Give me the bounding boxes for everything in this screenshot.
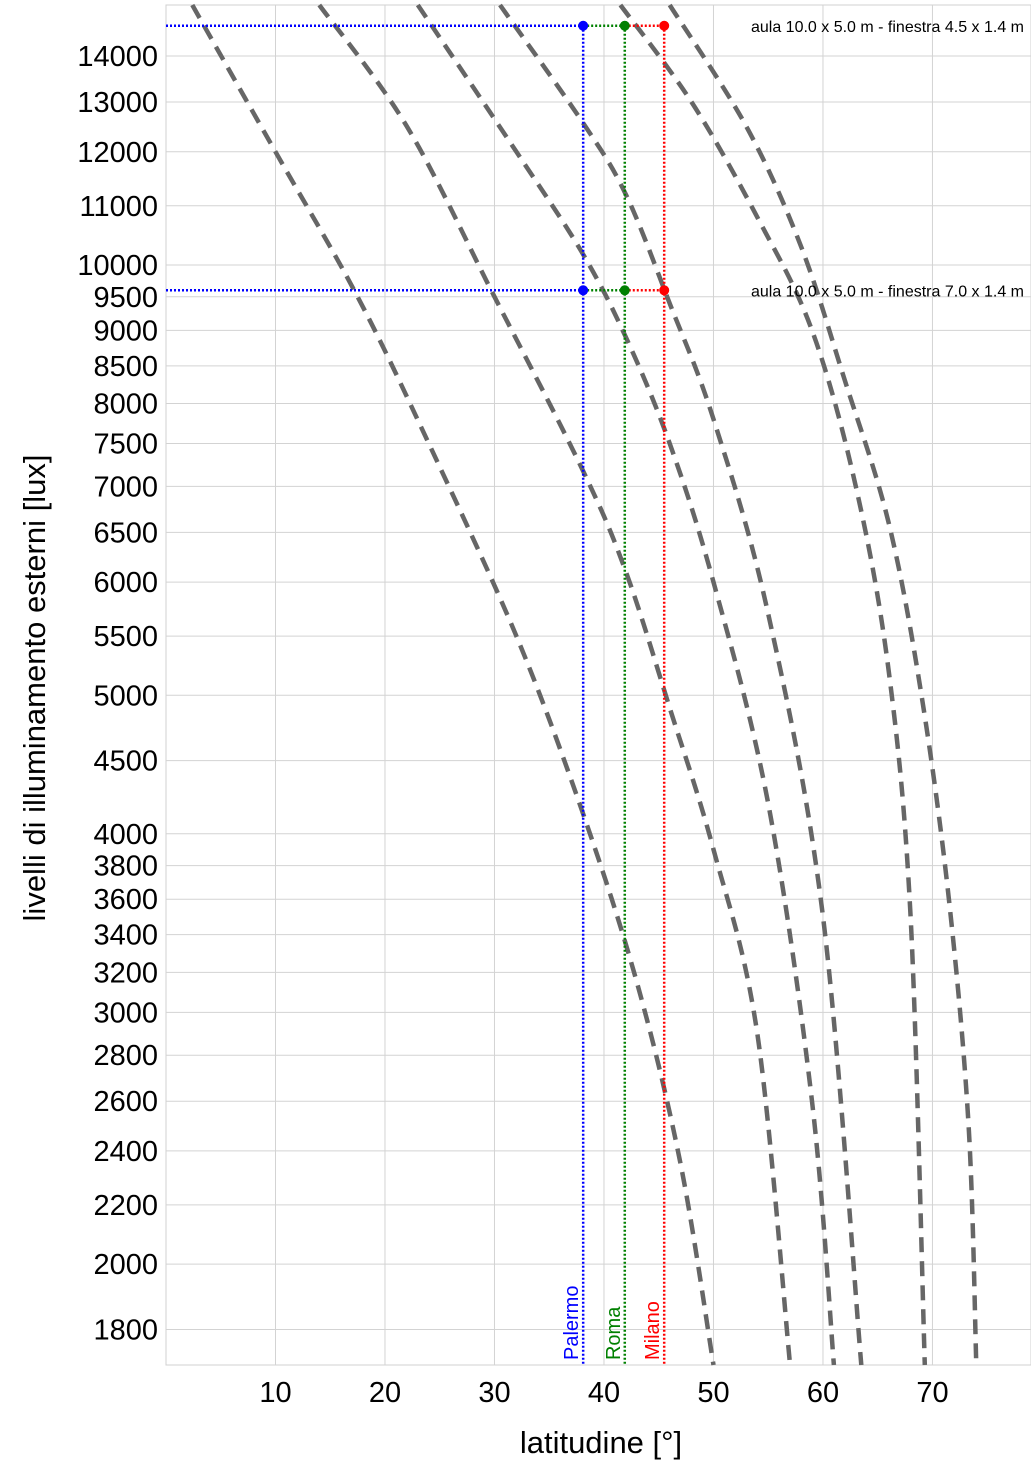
y-tick-label: 8500 <box>93 351 158 383</box>
city-reference-marker <box>619 285 630 296</box>
city-reference-marker <box>619 20 630 31</box>
city-label: Milano <box>642 1301 664 1360</box>
x-tick-label: 10 <box>259 1377 291 1409</box>
y-tick-label: 2200 <box>93 1190 158 1222</box>
y-tick-label: 9500 <box>93 282 158 314</box>
reference-level-label: aula 10.0 x 5.0 m - finestra 4.5 x 1.4 m <box>751 19 1024 36</box>
illuminance-curve <box>618 3 928 1366</box>
y-tick-label: 3400 <box>93 920 158 952</box>
y-tick-label: 10000 <box>77 250 158 282</box>
y-tick-label: 13000 <box>77 87 158 119</box>
city-reference-marker <box>659 20 670 31</box>
y-tick-label: 5500 <box>93 621 158 653</box>
illuminance-curve <box>667 3 979 1366</box>
curves-layer <box>190 3 979 1366</box>
y-tick-label: 6000 <box>93 567 158 599</box>
city-reference-marker <box>659 285 670 296</box>
y-tick-label: 14000 <box>77 41 158 73</box>
illuminance-curve <box>415 3 837 1366</box>
reference-level-label: aula 10.0 x 5.0 m - finestra 7.0 x 1.4 m <box>751 283 1024 300</box>
city-reference-marker <box>578 285 589 296</box>
y-tick-label: 11000 <box>80 191 159 223</box>
y-tick-label: 1800 <box>93 1315 158 1347</box>
y-axis-label: livelli di illuminamento esterni [lux] <box>17 455 52 922</box>
reference-lines-layer: Palermo Roma Milano aula 10.0 x 5.0 m - fin… <box>166 19 1024 1365</box>
plot-area <box>165 4 1031 1366</box>
x-axis-label: latitudine [°] <box>520 1425 682 1460</box>
y-tick-label: 9000 <box>93 315 158 347</box>
y-tick-label: 4500 <box>93 746 158 778</box>
x-tick-label: 60 <box>807 1377 839 1409</box>
x-tick-label: 20 <box>369 1377 401 1409</box>
y-tick-label: 5000 <box>93 680 158 712</box>
y-tick-label: 3800 <box>93 851 158 883</box>
y-tick-label: 7000 <box>93 471 158 503</box>
x-tick-label: 40 <box>588 1377 620 1409</box>
x-tick-label: 30 <box>478 1377 510 1409</box>
city-reference-marker <box>578 20 589 31</box>
y-tick-label: 2400 <box>93 1136 158 1168</box>
city-label: Palermo <box>561 1286 583 1360</box>
x-tick-label: 50 <box>697 1377 729 1409</box>
y-tick-label: 3600 <box>93 884 158 916</box>
y-tick-label: 3000 <box>93 997 158 1029</box>
grid-layer <box>166 5 1031 1365</box>
y-tick-label: 4000 <box>93 819 158 851</box>
y-tick-label: 6500 <box>93 517 158 549</box>
y-tick-label: 8000 <box>93 388 158 420</box>
illuminance-curve <box>498 3 864 1366</box>
city-label: Roma <box>603 1306 625 1360</box>
y-tick-label: 2600 <box>93 1086 158 1118</box>
y-tick-label: 2000 <box>93 1249 158 1281</box>
y-tick-label: 3200 <box>93 957 158 989</box>
y-tick-label: 7500 <box>93 429 158 461</box>
y-tick-label: 2800 <box>93 1040 158 1072</box>
y-tick-label: 12000 <box>77 137 158 169</box>
x-tick-label: 70 <box>916 1377 948 1409</box>
tick-labels-layer: 10 20 30 40 50 60 70 1800 2000 2200 2400 2600 2800 30… <box>77 41 948 1409</box>
